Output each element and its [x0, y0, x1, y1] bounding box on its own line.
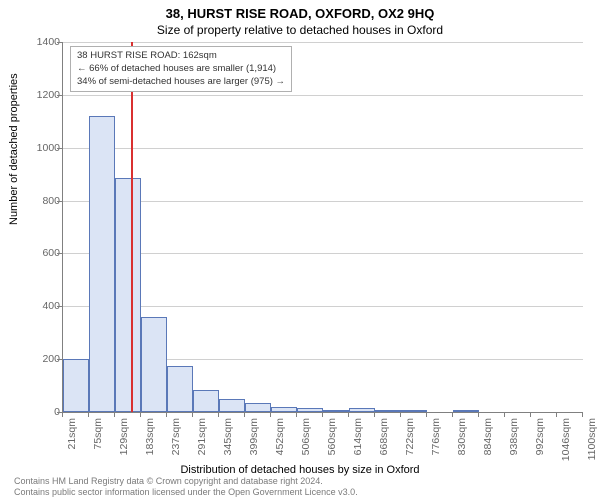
annotation-line: ← 66% of detached houses are smaller (1,…: [77, 63, 285, 76]
y-tick-label: 1400: [26, 36, 60, 48]
x-tick-label: 237sqm: [170, 418, 182, 468]
x-tick-label: 399sqm: [248, 418, 260, 468]
x-tick-label: 884sqm: [482, 418, 494, 468]
y-tick-label: 800: [26, 195, 60, 207]
x-tick-label: 776sqm: [430, 418, 442, 468]
gridline: [63, 95, 583, 96]
histogram-bar: [323, 410, 349, 412]
y-tick-label: 400: [26, 300, 60, 312]
y-tick-mark: [57, 359, 62, 360]
y-tick-label: 1200: [26, 89, 60, 101]
histogram-bar: [141, 317, 167, 412]
chart-plot-area: [62, 42, 583, 413]
annotation-line: 38 HURST RISE ROAD: 162sqm: [77, 50, 285, 63]
x-tick-label: 452sqm: [274, 418, 286, 468]
y-tick-label: 200: [26, 353, 60, 365]
histogram-bar: [63, 359, 89, 412]
sub-title: Size of property relative to detached ho…: [0, 21, 600, 37]
x-tick-mark: [582, 412, 583, 417]
x-tick-label: 938sqm: [508, 418, 520, 468]
y-tick-mark: [57, 148, 62, 149]
x-tick-label: 21sqm: [66, 418, 78, 468]
y-tick-mark: [57, 95, 62, 96]
histogram-bar: [453, 410, 479, 412]
x-tick-mark: [62, 412, 63, 417]
x-tick-label: 722sqm: [404, 418, 416, 468]
histogram-bar: [219, 399, 245, 412]
x-tick-mark: [452, 412, 453, 417]
x-tick-label: 506sqm: [300, 418, 312, 468]
histogram-bar: [167, 366, 193, 412]
x-tick-label: 183sqm: [144, 418, 156, 468]
x-tick-label: 560sqm: [326, 418, 338, 468]
histogram-bar: [297, 408, 323, 412]
y-tick-label: 600: [26, 247, 60, 259]
x-tick-label: 668sqm: [378, 418, 390, 468]
x-tick-mark: [88, 412, 89, 417]
x-tick-mark: [322, 412, 323, 417]
annotation-box: 38 HURST RISE ROAD: 162sqm ← 66% of deta…: [70, 46, 292, 92]
footer-attribution: Contains HM Land Registry data © Crown c…: [14, 476, 358, 498]
footer-line: Contains public sector information licen…: [14, 487, 358, 498]
x-tick-mark: [556, 412, 557, 417]
x-tick-mark: [374, 412, 375, 417]
histogram-bar: [245, 403, 271, 412]
x-tick-mark: [166, 412, 167, 417]
x-tick-mark: [244, 412, 245, 417]
x-tick-mark: [192, 412, 193, 417]
histogram-bar: [271, 407, 297, 412]
y-tick-mark: [57, 201, 62, 202]
x-tick-mark: [504, 412, 505, 417]
x-tick-mark: [114, 412, 115, 417]
x-tick-label: 345sqm: [222, 418, 234, 468]
x-tick-label: 1100sqm: [586, 418, 598, 468]
marker-line: [131, 42, 133, 412]
x-tick-mark: [426, 412, 427, 417]
x-tick-label: 291sqm: [196, 418, 208, 468]
histogram-bar: [401, 410, 427, 412]
x-tick-mark: [478, 412, 479, 417]
main-title: 38, HURST RISE ROAD, OXFORD, OX2 9HQ: [0, 0, 600, 21]
x-tick-mark: [140, 412, 141, 417]
y-tick-label: 1000: [26, 142, 60, 154]
histogram-bar: [193, 390, 219, 412]
x-tick-label: 830sqm: [456, 418, 468, 468]
x-tick-label: 75sqm: [92, 418, 104, 468]
y-tick-mark: [57, 42, 62, 43]
histogram-bar: [349, 408, 375, 412]
x-tick-mark: [218, 412, 219, 417]
x-tick-mark: [296, 412, 297, 417]
x-tick-mark: [530, 412, 531, 417]
x-tick-label: 614sqm: [352, 418, 364, 468]
y-tick-mark: [57, 306, 62, 307]
x-tick-mark: [400, 412, 401, 417]
x-tick-label: 1046sqm: [560, 418, 572, 468]
histogram-bar: [89, 116, 115, 412]
y-axis-label: Number of detached properties: [8, 73, 20, 225]
gridline: [63, 42, 583, 43]
annotation-line: 34% of semi-detached houses are larger (…: [77, 76, 285, 89]
gridline: [63, 148, 583, 149]
y-tick-mark: [57, 253, 62, 254]
x-tick-label: 992sqm: [534, 418, 546, 468]
histogram-bar: [375, 410, 401, 412]
histogram-bar: [115, 178, 141, 412]
x-tick-label: 129sqm: [118, 418, 130, 468]
footer-line: Contains HM Land Registry data © Crown c…: [14, 476, 358, 487]
y-tick-label: 0: [26, 406, 60, 418]
x-tick-mark: [348, 412, 349, 417]
x-tick-mark: [270, 412, 271, 417]
